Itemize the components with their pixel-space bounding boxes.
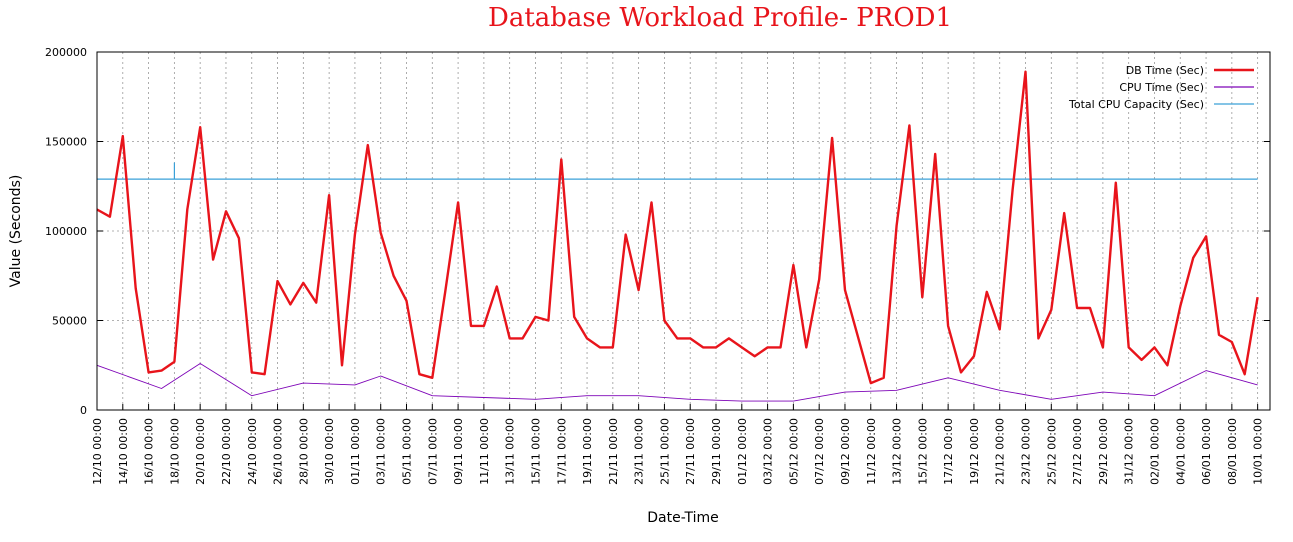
y-axis-label: Value (Seconds) xyxy=(8,175,24,288)
x-tick-label: 13/12 00:00 xyxy=(891,418,904,485)
x-tick-label: 01/11 00:00 xyxy=(349,418,362,485)
x-tick-label: 17/12 00:00 xyxy=(942,418,955,485)
x-tick-label: 19/12 00:00 xyxy=(968,418,981,485)
x-tick-label: 26/10 00:00 xyxy=(272,418,285,485)
x-axis: 12/10 00:00 14/10 00:00 16/10 00:00 18/10 0… xyxy=(91,404,1265,485)
series-total-cpu-capacity xyxy=(97,162,1258,180)
y-axis: 0 50000 100000 150000 200000 xyxy=(45,46,1270,417)
series-line xyxy=(96,70,1259,385)
x-tick-label: 22/10 00:00 xyxy=(220,418,233,485)
x-axis-label: Date-Time xyxy=(647,510,719,526)
x-tick-label: 15/12 00:00 xyxy=(916,418,929,485)
x-tick-label: 24/10 00:00 xyxy=(246,418,259,485)
x-tick-label: 03/12 00:00 xyxy=(762,418,775,485)
x-tick-label: 01/12 00:00 xyxy=(736,418,749,485)
x-tick-label: 28/10 00:00 xyxy=(297,418,310,485)
y-tick-label: 0 xyxy=(80,404,87,417)
x-tick-label: 05/12 00:00 xyxy=(787,418,800,485)
legend-label: DB Time (Sec) xyxy=(1126,64,1204,77)
x-tick-label: 09/11 00:00 xyxy=(452,418,465,485)
x-tick-label: 07/11 00:00 xyxy=(426,418,439,485)
series-line xyxy=(96,363,1258,402)
x-tick-label: 19/11 00:00 xyxy=(581,418,594,485)
x-tick-label: 08/01 00:00 xyxy=(1226,418,1239,485)
x-tick-label: 25/12 00:00 xyxy=(1045,418,1058,485)
x-tick-label: 23/11 00:00 xyxy=(633,418,646,485)
x-tick-label: 12/10 00:00 xyxy=(91,418,104,485)
legend: DB Time (Sec) CPU Time (Sec) Total CPU Cap… xyxy=(1068,64,1254,111)
y-tick-label: 200000 xyxy=(45,46,87,59)
chart-title: Database Workload Profile- PROD1 xyxy=(488,3,952,33)
x-tick-label: 18/10 00:00 xyxy=(168,418,181,485)
x-tick-label: 13/11 00:00 xyxy=(504,418,517,485)
x-tick-label: 30/10 00:00 xyxy=(323,418,336,485)
x-tick-label: 14/10 00:00 xyxy=(117,418,130,485)
x-tick-label: 29/12 00:00 xyxy=(1097,418,1110,485)
x-tick-label: 25/11 00:00 xyxy=(658,418,671,485)
grid xyxy=(96,52,1270,410)
x-tick-label: 21/12 00:00 xyxy=(994,418,1007,485)
x-tick-label: 02/01 00:00 xyxy=(1148,418,1161,485)
x-tick-label: 20/10 00:00 xyxy=(194,418,207,485)
y-tick-label: 50000 xyxy=(52,315,87,328)
x-tick-label: 09/12 00:00 xyxy=(839,418,852,485)
series-line xyxy=(97,162,1258,180)
series-cpu-time xyxy=(96,363,1258,402)
x-tick-label: 27/11 00:00 xyxy=(684,418,697,485)
x-tick-label: 29/11 00:00 xyxy=(710,418,723,485)
x-tick-label: 16/10 00:00 xyxy=(143,418,156,485)
x-tick-label: 17/11 00:00 xyxy=(555,418,568,485)
x-tick-label: 11/11 00:00 xyxy=(478,418,491,485)
x-tick-label: 03/11 00:00 xyxy=(375,418,388,485)
x-tick-label: 06/01 00:00 xyxy=(1200,418,1213,485)
x-tick-label: 04/01 00:00 xyxy=(1174,418,1187,485)
x-tick-label: 23/12 00:00 xyxy=(1020,418,1033,485)
x-tick-label: 07/12 00:00 xyxy=(813,418,826,485)
x-tick-label: 05/11 00:00 xyxy=(401,418,414,485)
x-tick-label: 11/12 00:00 xyxy=(865,418,878,485)
x-tick-label: 21/11 00:00 xyxy=(607,418,620,485)
y-tick-label: 150000 xyxy=(45,136,87,149)
x-tick-label: 10/01 00:00 xyxy=(1252,418,1265,485)
legend-label: Total CPU Capacity (Sec) xyxy=(1068,98,1204,111)
x-tick-label: 27/12 00:00 xyxy=(1071,418,1084,485)
x-tick-label: 31/12 00:00 xyxy=(1123,418,1136,485)
x-tick-label: 15/11 00:00 xyxy=(529,418,542,485)
legend-label: CPU Time (Sec) xyxy=(1119,81,1204,94)
y-tick-label: 100000 xyxy=(45,225,87,238)
series-db-time xyxy=(96,70,1259,385)
